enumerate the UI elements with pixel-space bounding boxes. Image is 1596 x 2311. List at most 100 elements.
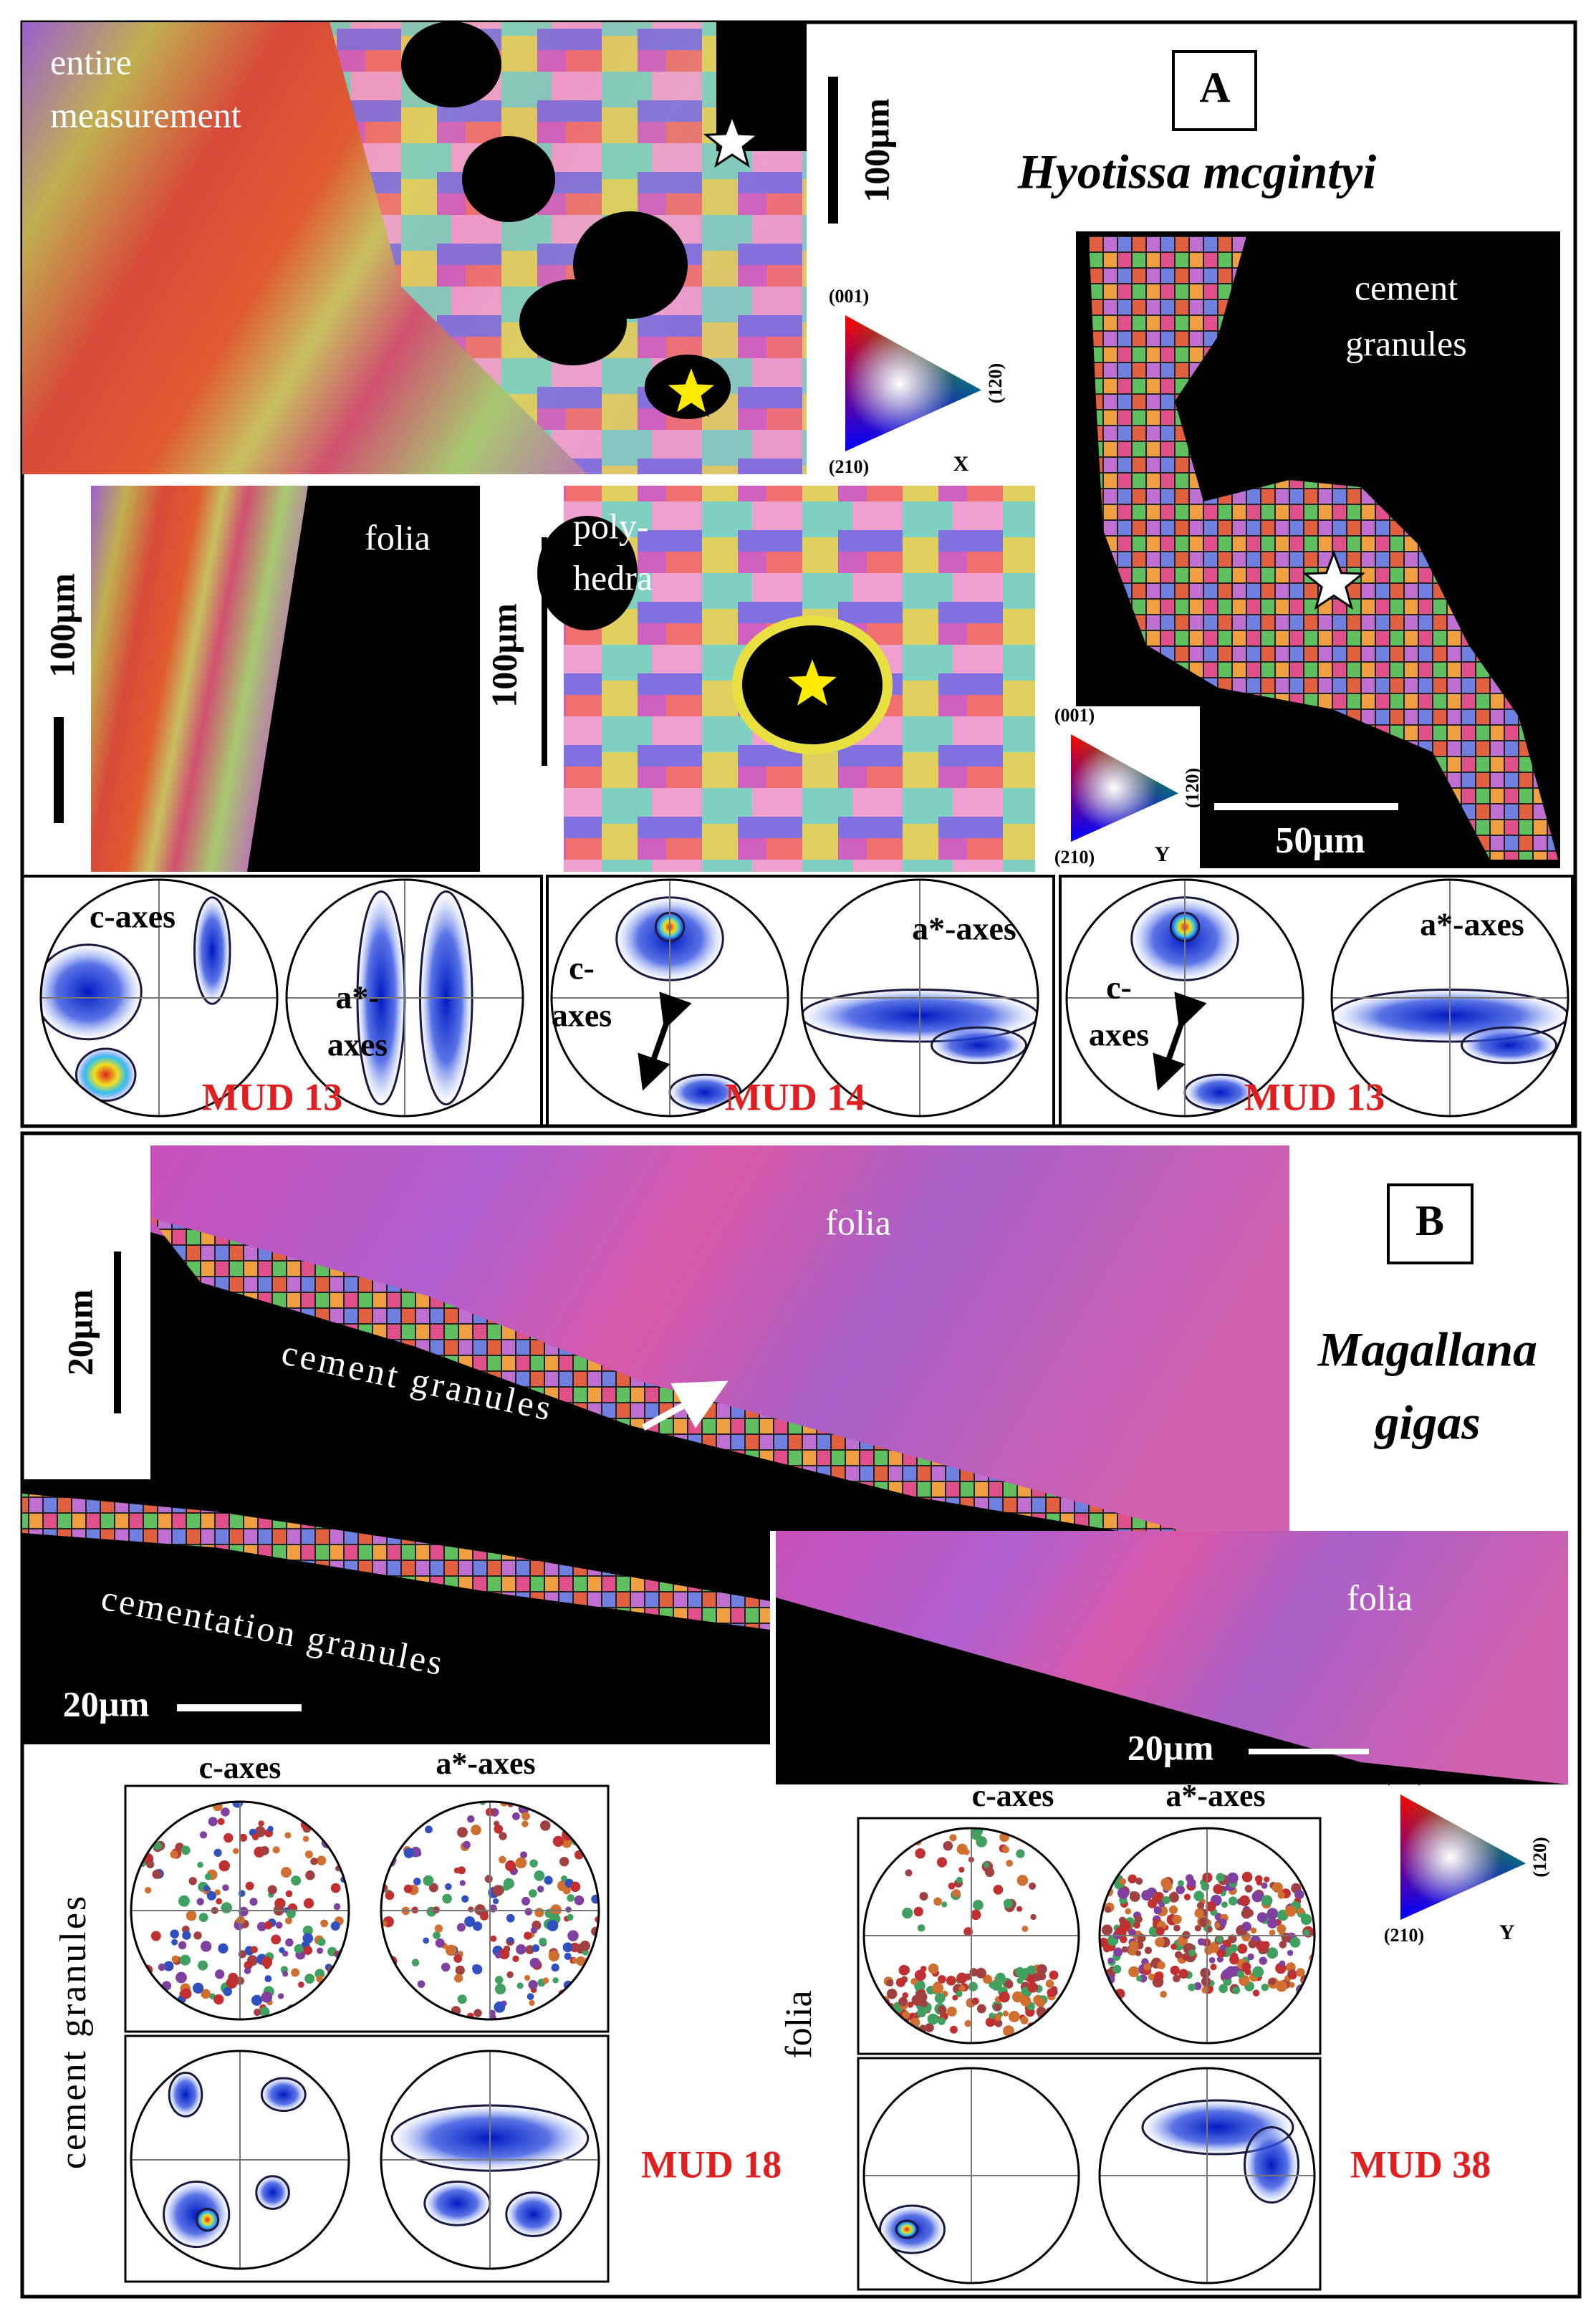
pole-point xyxy=(318,1990,330,2002)
pole-point xyxy=(474,1904,486,1916)
pole-point xyxy=(203,1885,211,1892)
pole-point xyxy=(582,1810,590,1818)
pole-point xyxy=(403,1848,415,1858)
panel-label-box xyxy=(1387,1183,1474,1264)
pole-point xyxy=(221,1902,232,1913)
pole-point xyxy=(1172,1914,1182,1924)
pole-point xyxy=(1178,1880,1184,1887)
ebsd-map-folia xyxy=(150,1145,1289,1531)
pole-point xyxy=(286,1909,296,1918)
pole-point xyxy=(1047,1988,1056,1997)
arrow xyxy=(1153,991,1207,1091)
pole-point xyxy=(239,1906,249,1917)
pole-point xyxy=(1252,1966,1264,1978)
density-contour xyxy=(75,1047,137,1102)
pole-point xyxy=(968,1981,979,1992)
pole-point xyxy=(1050,2010,1057,2017)
pole-point xyxy=(1173,1924,1181,1932)
pole-point xyxy=(528,1979,538,1990)
pole-point xyxy=(917,2008,927,2018)
pole-point xyxy=(218,1860,231,1872)
pole-point xyxy=(425,1825,433,1834)
pole-point xyxy=(218,1943,229,1954)
pole-point xyxy=(494,1824,504,1834)
pole-point xyxy=(145,1887,152,1894)
pole-point xyxy=(159,1998,171,2010)
pole-point xyxy=(236,1916,245,1924)
pole-point xyxy=(925,2023,934,2032)
pole-point xyxy=(249,1898,258,1906)
pole-point xyxy=(261,1956,273,1968)
pole-point xyxy=(455,1965,465,1975)
pole-point xyxy=(158,1963,166,1971)
pole-point xyxy=(1016,1849,1025,1858)
pole-point xyxy=(264,1975,272,1983)
pole-point xyxy=(1101,1924,1113,1936)
pole-point xyxy=(1003,1898,1014,1908)
pole-point xyxy=(1049,1970,1059,1980)
pole-point xyxy=(153,1841,162,1850)
pole-point xyxy=(524,1975,531,1981)
pole-figure-box xyxy=(857,1817,1322,2055)
pole-point xyxy=(434,1924,443,1933)
pole-point xyxy=(938,1975,946,1984)
pole-point xyxy=(251,1833,259,1840)
pole-point xyxy=(544,1875,553,1885)
pole-point xyxy=(1218,1918,1227,1927)
pole-point xyxy=(993,2003,1001,2012)
pole-point xyxy=(1125,1908,1132,1915)
species-name: Hyotissa mcgintyi xyxy=(1017,145,1377,199)
star-marker xyxy=(782,653,843,711)
pole-point xyxy=(932,1982,944,1994)
pole-point xyxy=(970,1829,981,1840)
pole-point xyxy=(456,1923,466,1932)
pole-point xyxy=(937,2005,947,2014)
pole-point xyxy=(1033,1973,1042,1981)
pole-point xyxy=(396,1810,405,1819)
pole-outline xyxy=(550,878,789,1118)
pole-point xyxy=(1239,1895,1251,1907)
pole-point xyxy=(964,2019,972,2027)
density-contour xyxy=(195,2207,220,2232)
pole-point xyxy=(552,1977,559,1984)
pole-point xyxy=(1120,1935,1128,1944)
pole-point xyxy=(1247,1953,1254,1961)
pole-point xyxy=(1294,1889,1304,1900)
pole-point xyxy=(557,1812,567,1822)
pole-point xyxy=(1196,1901,1205,1910)
pole-point xyxy=(213,1848,222,1857)
pole-point xyxy=(564,1952,572,1961)
pole-point xyxy=(515,1857,527,1869)
pole-point xyxy=(1228,1934,1237,1944)
pole-point xyxy=(1028,1882,1037,1890)
pole-point xyxy=(464,1916,476,1927)
pole-point xyxy=(427,2005,439,2017)
pole-point xyxy=(1216,1873,1225,1882)
pole-point xyxy=(330,1921,340,1931)
pole-point xyxy=(539,1937,547,1946)
pole-point xyxy=(920,1966,927,1972)
axes-label: axes xyxy=(1089,1017,1149,1053)
pole-point xyxy=(178,1941,187,1950)
pole-point xyxy=(946,2007,957,2017)
pole-point xyxy=(1002,2010,1009,2017)
pole-point xyxy=(534,1870,545,1881)
pole-point xyxy=(886,1989,898,1999)
pole-point xyxy=(215,1969,225,1979)
pole-point xyxy=(1277,1891,1285,1899)
pole-point xyxy=(260,1846,269,1855)
pole-point xyxy=(1218,1984,1228,1994)
pole-point xyxy=(575,1982,585,1993)
pole-point xyxy=(381,2005,390,2017)
pole-point xyxy=(1229,1954,1239,1965)
density-contour xyxy=(505,2191,562,2237)
pole-point xyxy=(1289,1981,1295,1988)
species-name: Magallana xyxy=(1317,1322,1537,1377)
pole-figure-box xyxy=(546,875,1055,1128)
pole-point xyxy=(232,1848,239,1855)
pole-point xyxy=(181,1845,191,1855)
pole-point xyxy=(910,1978,918,1985)
pole-point xyxy=(1170,1944,1177,1950)
pole-point xyxy=(171,1938,178,1946)
